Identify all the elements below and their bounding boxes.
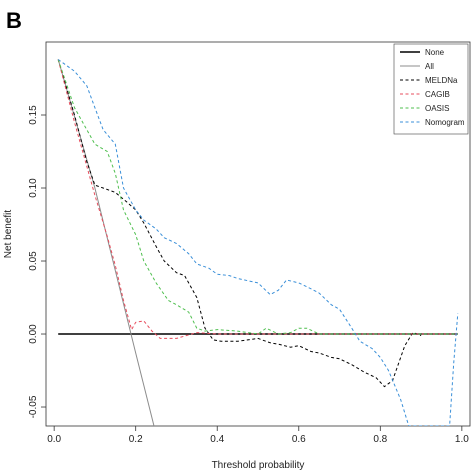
- legend-label-meldna: MELDNa: [425, 76, 458, 85]
- y-tick-label: 0.15: [28, 105, 39, 125]
- x-tick-label: 0.0: [47, 434, 61, 445]
- y-tick-label: 0.10: [28, 178, 39, 198]
- series-line-nomogram: [57, 59, 459, 426]
- x-axis: 0.0 0.2 0.4 0.6 0.8 1.0: [47, 426, 469, 445]
- x-axis-label: Threshold probability: [212, 460, 305, 471]
- legend-label-oasis: OASIS: [425, 104, 449, 113]
- legend-label-all: All: [425, 62, 434, 71]
- legend-box: [393, 43, 469, 135]
- y-tick-label: 0.05: [28, 251, 39, 271]
- series-line-cagib: [57, 59, 458, 339]
- y-tick-label: -0.05: [28, 395, 39, 418]
- y-axis-label: Net benefit: [3, 210, 14, 259]
- series-line-meldna: [57, 59, 422, 388]
- x-tick-label: 1.0: [455, 434, 469, 445]
- legend-label-cagib: CAGIB: [425, 90, 450, 99]
- y-axis: -0.05 0.00 0.05 0.10 0.15: [28, 105, 46, 418]
- series-line-oasis: [57, 59, 458, 335]
- x-tick-label: 0.6: [292, 434, 306, 445]
- series-layer: [57, 59, 459, 426]
- x-tick-label: 0.2: [129, 434, 143, 445]
- legend: None All MELDNa CAGIB OASIS Nomogram: [393, 43, 469, 135]
- legend-label-nomogram: Nomogram: [425, 118, 465, 127]
- x-tick-label: 0.8: [373, 434, 387, 445]
- plot-frame: [45, 41, 471, 427]
- legend-label-none: None: [425, 48, 445, 57]
- y-tick-label: 0.00: [28, 324, 39, 344]
- panel-label: B: [6, 8, 22, 33]
- x-tick-label: 0.4: [210, 434, 224, 445]
